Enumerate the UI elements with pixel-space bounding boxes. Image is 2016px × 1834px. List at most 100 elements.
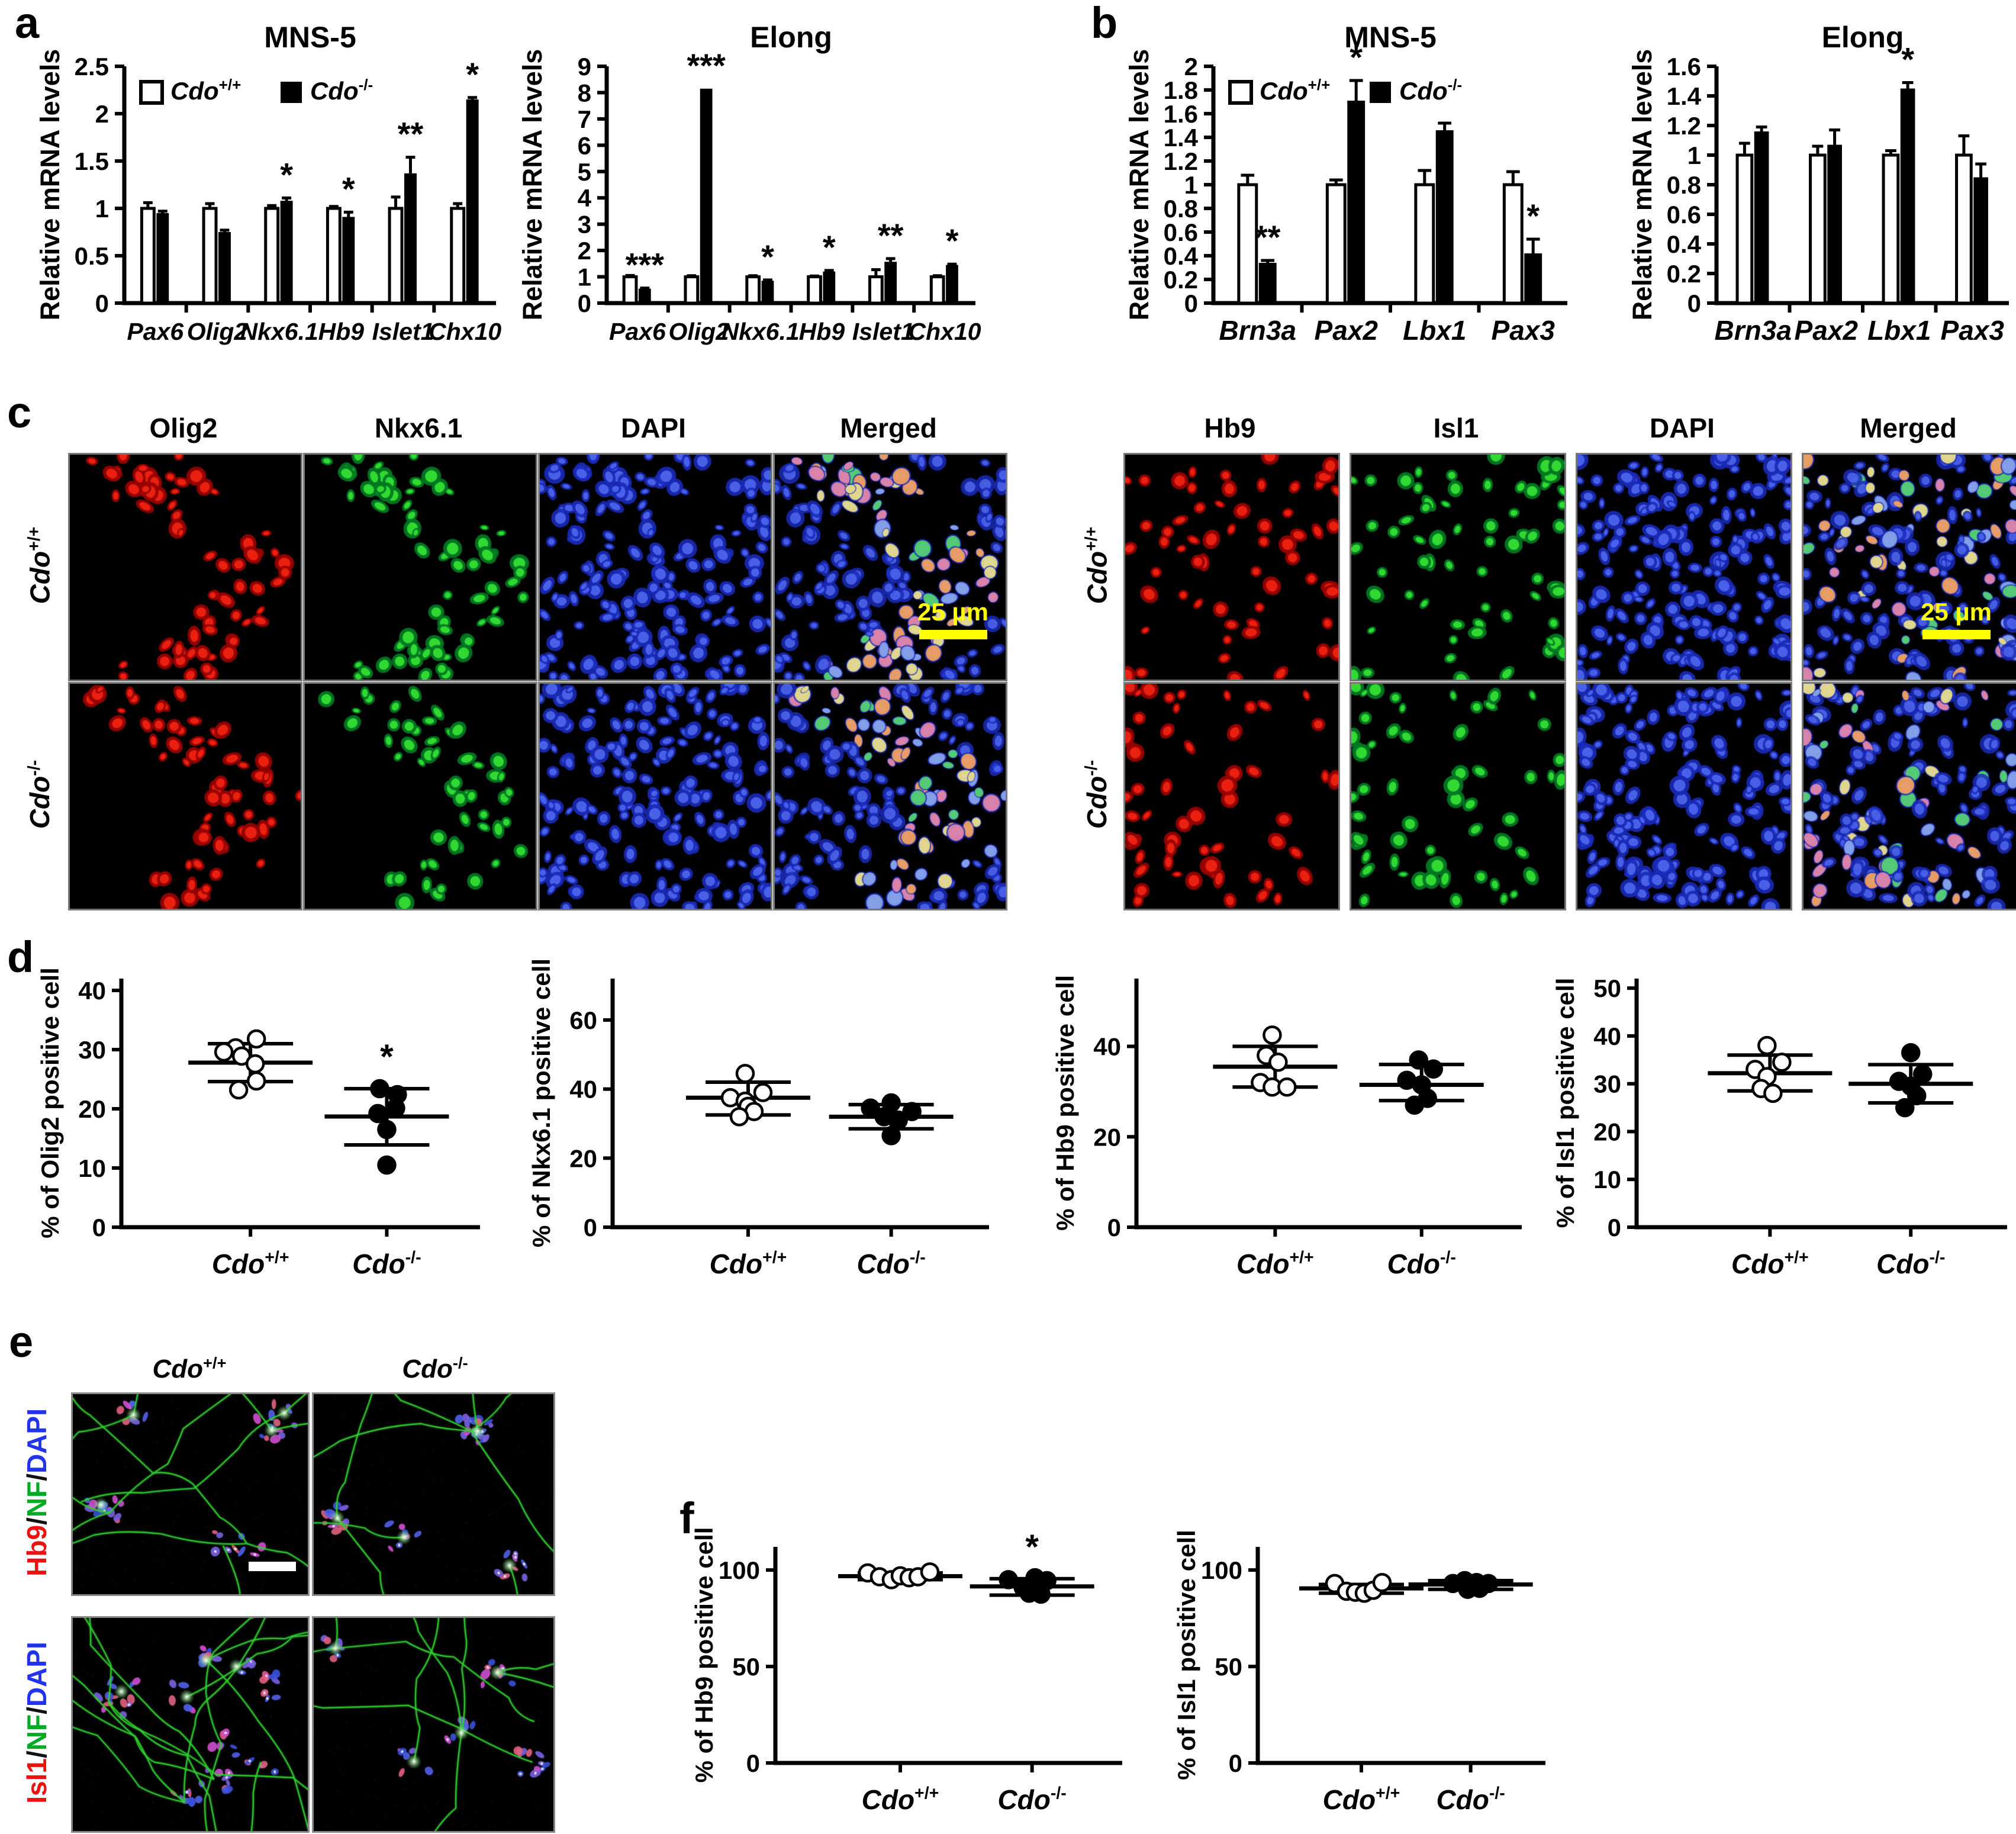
scatter-olig2: % of Olig2 positive cell 0 10 20 30 40 Cdo+/+ *… [33, 962, 488, 1294]
svg-text:*: * [761, 238, 774, 275]
svg-text:0: 0 [95, 289, 109, 317]
panel-b-label: b [1091, 0, 1118, 47]
svg-text:0.8: 0.8 [1667, 171, 1701, 199]
svg-text:1.2: 1.2 [1164, 147, 1198, 175]
svg-text:0: 0 [746, 1749, 760, 1777]
svg-text:% of Hb9 positive cell: % of Hb9 positive cell [1051, 975, 1079, 1231]
svg-text:Cdo+/+: Cdo+/+ [170, 76, 241, 105]
svg-text:Islet1: Islet1 [372, 318, 434, 345]
svg-text:10: 10 [78, 1154, 106, 1182]
svg-text:10: 10 [1593, 1166, 1621, 1193]
bar-chart-mns5-a: MNS-5 Relative mRNA levels 0 0.5 1 1.5 2 2.5 Pax… [35, 18, 503, 367]
column-header-merged: Merged [840, 413, 937, 443]
micrograph-dapi-ko-2 [1576, 682, 1792, 910]
micrograph-nkx61-ko [303, 682, 537, 910]
svg-text:Hb9: Hb9 [318, 318, 365, 345]
svg-text:Elong: Elong [750, 21, 832, 54]
svg-text:MNS-5: MNS-5 [1344, 21, 1437, 54]
svg-text:Elong: Elong [1822, 21, 1904, 54]
svg-text:Cdo+/+: Cdo+/+ [710, 1249, 787, 1279]
micrograph-isl1-nf-dapi-wt [71, 1616, 310, 1833]
svg-text:*: * [280, 156, 293, 193]
svg-text:Relative mRNA levels: Relative mRNA levels [1627, 49, 1657, 321]
svg-text:1.4: 1.4 [1667, 82, 1702, 110]
svg-text:% of Nkx6.1 positive cell: % of Nkx6.1 positive cell [527, 958, 555, 1247]
column-header-isl1: Isl1 [1433, 413, 1479, 443]
svg-text:6: 6 [578, 131, 591, 159]
svg-text:Cdo-/-: Cdo-/- [997, 1784, 1066, 1815]
svg-text:% of Isl1 positive cell: % of Isl1 positive cell [1551, 978, 1579, 1228]
svg-text:0: 0 [1107, 1214, 1121, 1241]
svg-text:1.2: 1.2 [1667, 112, 1701, 140]
svg-text:1.5: 1.5 [75, 147, 109, 175]
column-header-merged-2: Merged [1860, 413, 1957, 443]
svg-text:60: 60 [569, 1006, 597, 1034]
svg-text:Relative mRNA levels: Relative mRNA levels [35, 49, 65, 321]
scale-bar-c-right: 25 µm [1918, 598, 1995, 639]
svg-text:Pax3: Pax3 [1492, 315, 1556, 346]
column-header-dapi: DAPI [621, 413, 686, 443]
svg-text:*: * [1350, 38, 1363, 76]
svg-text:1.4: 1.4 [1164, 124, 1199, 152]
svg-text:7: 7 [578, 105, 591, 133]
svg-text:50: 50 [1215, 1653, 1242, 1681]
svg-text:4: 4 [578, 184, 592, 212]
svg-text:1.8: 1.8 [1164, 76, 1198, 104]
scatter-nkx61: % of Nkx6.1 positive cell 0 20 40 60 Cdo+/+ Cd… [524, 958, 997, 1294]
panel-a-label: a [15, 0, 40, 47]
micrograph-olig2-ko [68, 682, 302, 910]
svg-text:*: * [342, 170, 355, 207]
svg-text:50: 50 [732, 1653, 760, 1681]
micrograph-merged-wt-2 [1802, 453, 2016, 681]
scale-bar-c-left: 25 µm [914, 598, 991, 639]
scale-bar-label-2: 25 µm [1921, 598, 1992, 626]
svg-text:2: 2 [578, 237, 591, 265]
bar-chart-elong-b: Elong Relative mRNA levels 0 0.2 0.4 0.6 0.8 1 1… [1627, 18, 2016, 367]
svg-text:Cdo-/-: Cdo-/- [1387, 1249, 1456, 1279]
svg-text:*: * [1901, 41, 1914, 78]
micrograph-dapi-ko [538, 682, 772, 910]
micrograph-olig2-wt [68, 453, 302, 681]
svg-text:30: 30 [78, 1036, 106, 1064]
svg-text:Cdo+/+: Cdo+/+ [212, 1249, 289, 1279]
svg-text:**: ** [398, 115, 424, 153]
column-header-olig2: Olig2 [149, 413, 218, 443]
svg-text:0.2: 0.2 [1164, 266, 1198, 294]
svg-text:0.6: 0.6 [1164, 218, 1198, 246]
row-label-cdo-ko: Cdo-/- [24, 760, 56, 829]
svg-text:1.6: 1.6 [1667, 53, 1701, 81]
scale-bar-e [249, 1562, 296, 1571]
svg-text:Cdo-/-: Cdo-/- [1399, 76, 1462, 105]
svg-text:Cdo-/-: Cdo-/- [856, 1249, 925, 1279]
svg-text:**: ** [878, 217, 904, 254]
svg-text:Pax2: Pax2 [1315, 315, 1379, 346]
svg-text:Cdo-/-: Cdo-/- [310, 76, 373, 105]
svg-text:0: 0 [1687, 289, 1701, 317]
micrograph-isl1-ko [1350, 682, 1566, 910]
svg-text:100: 100 [1201, 1556, 1242, 1584]
svg-text:Chx10: Chx10 [429, 318, 501, 345]
svg-text:30: 30 [1593, 1070, 1621, 1098]
svg-text:Brn3a: Brn3a [1715, 315, 1792, 346]
svg-text:20: 20 [1593, 1118, 1621, 1146]
svg-text:Relative mRNA levels: Relative mRNA levels [517, 49, 548, 321]
svg-text:Olig2: Olig2 [668, 318, 729, 345]
svg-text:Pax3: Pax3 [1941, 315, 2005, 346]
svg-text:40: 40 [569, 1076, 597, 1103]
svg-text:**: ** [1255, 218, 1281, 256]
svg-text:*: * [1527, 197, 1540, 234]
svg-text:Pax2: Pax2 [1795, 315, 1859, 346]
svg-text:Brn3a: Brn3a [1219, 315, 1296, 346]
svg-text:0: 0 [92, 1214, 106, 1241]
micrograph-merged-ko-2 [1802, 682, 2016, 910]
column-header-hb9: Hb9 [1204, 413, 1256, 443]
panel-f-label: f [679, 1494, 694, 1543]
svg-text:Relative mRNA levels: Relative mRNA levels [1124, 49, 1154, 321]
svg-text:Pax6: Pax6 [609, 318, 666, 345]
row-label-cdo-ko-2: Cdo-/- [1081, 760, 1113, 829]
micrograph-merged-wt [773, 453, 1007, 681]
panel-c-label: c [7, 388, 32, 437]
svg-text:0.4: 0.4 [1164, 242, 1199, 270]
svg-text:40: 40 [78, 977, 106, 1005]
svg-text:1: 1 [1184, 171, 1198, 199]
